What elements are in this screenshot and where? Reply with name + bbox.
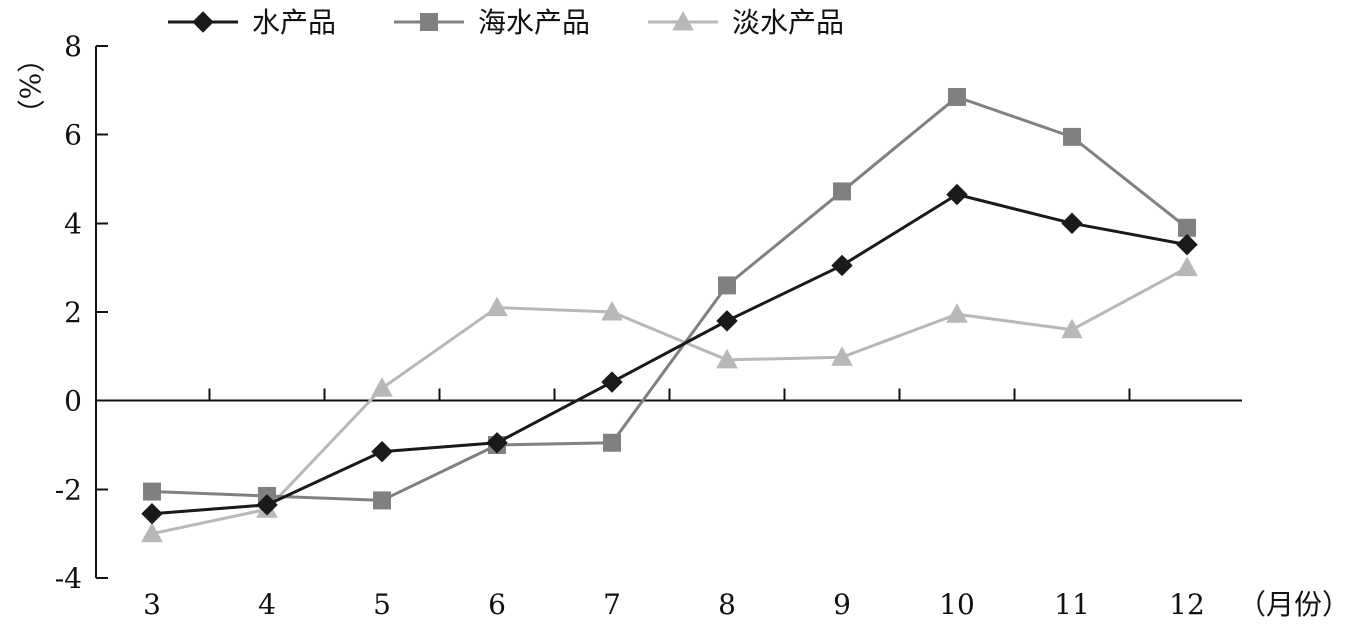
chart-series: [141, 87, 1198, 543]
data-point-series-0-9: [1176, 233, 1198, 256]
data-point-series-0-1: [256, 494, 278, 516]
x-tick-label: 5: [373, 588, 391, 621]
x-tick-label: 6: [488, 588, 506, 621]
data-point-series-1-5: [718, 276, 736, 295]
legend-item-2: 淡水产品: [648, 6, 844, 39]
x-tick-label: 12: [1169, 588, 1205, 621]
data-point-series-2-9: [1176, 256, 1198, 277]
legend-label-1: 海水产品: [478, 6, 590, 39]
y-tick-label: 8: [64, 30, 82, 63]
y-tick-label: 6: [64, 119, 82, 152]
x-tick-label: 8: [718, 588, 736, 621]
data-point-series-2-4: [601, 300, 623, 321]
data-point-series-0-0: [141, 503, 163, 525]
legend-marker-series-0-0: [192, 11, 214, 33]
data-point-series-2-0: [141, 522, 163, 543]
y-tick-label: 0: [64, 385, 82, 418]
data-point-series-1-7: [948, 87, 966, 106]
x-tick-label: 10: [939, 588, 975, 621]
data-point-series-0-7: [946, 183, 968, 206]
x-tick-label: 7: [603, 588, 621, 621]
data-point-series-1-8: [1063, 127, 1081, 146]
x-tick-label: 11: [1054, 588, 1090, 621]
data-point-series-0-8: [1061, 212, 1083, 235]
data-point-series-0-5: [716, 310, 738, 332]
data-point-series-1-0: [143, 482, 161, 501]
y-tick-label: 4: [64, 207, 82, 240]
series-line-0: [150, 193, 1189, 516]
series-1: [143, 87, 1196, 510]
legend-marker-series-1-1: [420, 13, 438, 31]
series-line-2: [150, 266, 1189, 536]
legend-marker-series-2-2: [672, 10, 694, 31]
chart-legend: 水产品 海水产品 淡水产品: [168, 6, 844, 39]
y-tick-label: 2: [64, 296, 82, 329]
chart-axes: -4 -2 0 2 4 6 8 3 4 5 6 7 8 9 10 11 12: [55, 30, 1242, 621]
y-axis-unit-label: （%）: [13, 45, 46, 128]
data-point-series-2-7: [946, 303, 968, 323]
x-axis-unit-label: （月份）: [1238, 588, 1350, 621]
x-tick-label: 4: [258, 588, 276, 621]
data-point-series-0-6: [831, 254, 853, 277]
data-point-series-1-9: [1178, 218, 1196, 237]
data-point-series-2-2: [371, 377, 393, 397]
data-point-series-2-8: [1061, 318, 1083, 339]
series-line-1: [150, 95, 1189, 502]
x-tick-label: 3: [143, 588, 161, 621]
data-point-series-0-4: [601, 371, 623, 393]
y-tick-label: -4: [55, 562, 82, 595]
legend-label-2: 淡水产品: [732, 6, 844, 39]
y-tick-label: -2: [55, 473, 82, 506]
data-point-series-1-6: [833, 182, 851, 201]
data-point-series-2-5: [716, 348, 738, 369]
data-point-series-0-3: [486, 432, 508, 454]
x-tick-label: 9: [833, 588, 851, 621]
legend-label-0: 水产品: [252, 6, 336, 39]
legend-item-0: 水产品: [168, 6, 336, 39]
data-point-series-2-6: [831, 346, 853, 366]
series-2: [141, 256, 1198, 543]
data-point-series-1-4: [603, 433, 621, 452]
data-point-series-0-2: [371, 440, 393, 463]
data-point-series-2-3: [486, 296, 508, 317]
data-point-series-1-2: [373, 491, 391, 510]
series-0: [141, 183, 1198, 525]
legend-item-1: 海水产品: [394, 6, 590, 39]
